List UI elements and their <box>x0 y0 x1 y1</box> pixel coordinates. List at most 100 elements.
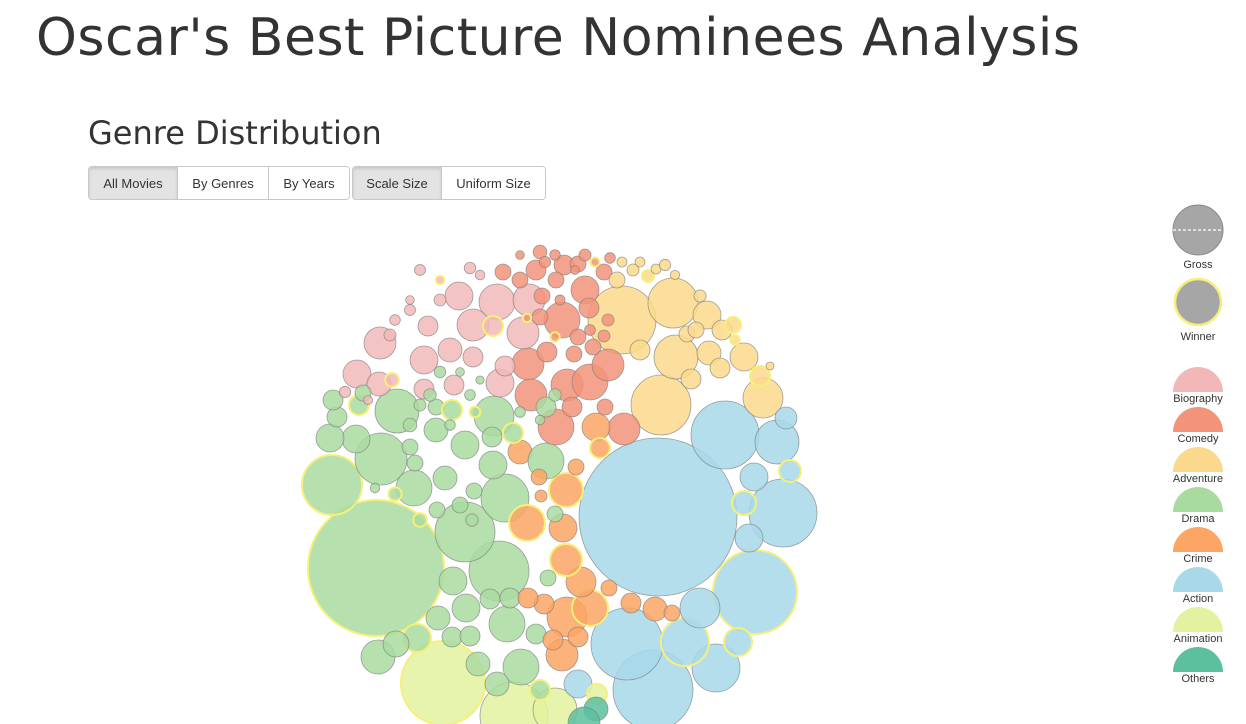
movie-bubble-action[interactable] <box>723 627 753 657</box>
movie-bubble-comedy[interactable] <box>536 341 558 363</box>
movie-bubble-comedy[interactable] <box>549 249 561 261</box>
movie-bubble-drama[interactable] <box>465 513 479 527</box>
movie-bubble-drama[interactable] <box>465 482 483 500</box>
movie-bubble-drama[interactable] <box>438 566 468 596</box>
movie-bubble-action[interactable] <box>774 406 798 430</box>
movie-bubble-comedy[interactable] <box>521 312 533 324</box>
movie-bubble-biography[interactable] <box>389 314 401 326</box>
movie-bubble-biography[interactable] <box>409 345 439 375</box>
movie-bubble-comedy[interactable] <box>511 271 529 289</box>
movie-bubble-biography[interactable] <box>462 346 484 368</box>
movie-bubble-drama[interactable] <box>428 501 446 519</box>
movie-bubble-biography[interactable] <box>482 315 504 337</box>
movie-bubble-comedy[interactable] <box>533 287 551 305</box>
movie-bubble-biography[interactable] <box>463 261 477 275</box>
movie-bubble-comedy[interactable] <box>589 256 601 268</box>
movie-bubble-comedy[interactable] <box>584 338 602 356</box>
movie-bubble-drama[interactable] <box>326 406 348 428</box>
movie-bubble-comedy[interactable] <box>584 324 596 336</box>
movie-bubble-biography[interactable] <box>363 395 373 405</box>
movie-bubble-drama[interactable] <box>502 648 540 686</box>
movie-bubble-crime[interactable] <box>549 543 583 577</box>
movie-bubble-drama[interactable] <box>475 375 485 385</box>
movie-bubble-biography[interactable] <box>433 293 447 307</box>
movie-bubble-adventure[interactable] <box>729 334 741 346</box>
movie-bubble-comedy[interactable] <box>561 396 583 418</box>
movie-bubble-drama[interactable] <box>444 419 456 431</box>
movie-bubble-drama[interactable] <box>450 430 480 460</box>
movie-bubble-crime[interactable] <box>508 504 546 542</box>
movie-bubble-crime[interactable] <box>642 596 668 622</box>
movie-bubble-biography[interactable] <box>414 264 426 276</box>
movie-bubble-adventure[interactable] <box>765 361 775 371</box>
movie-bubble-drama[interactable] <box>479 588 501 610</box>
movie-bubble-drama[interactable] <box>395 469 433 507</box>
movie-bubble-comedy[interactable] <box>531 308 549 326</box>
movie-bubble-action[interactable] <box>739 462 769 492</box>
movie-bubble-biography[interactable] <box>494 355 516 377</box>
movie-bubble-drama[interactable] <box>432 465 458 491</box>
movie-bubble-crime[interactable] <box>620 592 642 614</box>
movie-bubble-drama[interactable] <box>514 406 526 418</box>
movie-bubble-crime[interactable] <box>600 579 618 597</box>
movie-bubble-drama[interactable] <box>322 389 344 411</box>
all-movies-button[interactable]: All Movies <box>89 167 177 199</box>
movie-bubble-action[interactable] <box>563 669 593 699</box>
movie-bubble-drama[interactable] <box>499 587 521 609</box>
movie-bubble-comedy[interactable] <box>601 313 615 327</box>
movie-bubble-drama[interactable] <box>441 626 463 648</box>
movie-bubble-drama[interactable] <box>534 414 546 426</box>
movie-bubble-drama[interactable] <box>478 450 508 480</box>
movie-bubble-adventure[interactable] <box>647 277 699 329</box>
movie-bubble-action[interactable] <box>731 490 757 516</box>
movie-bubble-comedy[interactable] <box>607 412 641 446</box>
movie-bubble-drama[interactable] <box>535 396 557 418</box>
movie-bubble-action[interactable] <box>578 437 738 597</box>
movie-bubble-drama[interactable] <box>413 398 427 412</box>
movie-bubble-drama[interactable] <box>539 569 557 587</box>
movie-bubble-biography[interactable] <box>404 304 416 316</box>
movie-bubble-biography[interactable] <box>383 328 397 342</box>
movie-bubble-biography[interactable] <box>338 385 352 399</box>
movie-bubble-drama[interactable] <box>468 405 482 419</box>
movie-bubble-drama[interactable] <box>412 512 428 528</box>
movie-bubble-adventure[interactable] <box>692 300 722 330</box>
movie-bubble-comedy[interactable] <box>591 348 625 382</box>
movie-bubble-adventure[interactable] <box>680 368 702 390</box>
movie-bubble-crime[interactable] <box>589 437 611 459</box>
movie-bubble-crime[interactable] <box>567 626 589 648</box>
movie-bubble-crime[interactable] <box>542 629 564 651</box>
movie-bubble-adventure[interactable] <box>630 374 692 436</box>
movie-bubble-comedy[interactable] <box>554 294 566 306</box>
movie-bubble-drama[interactable] <box>315 423 345 453</box>
movie-bubble-drama[interactable] <box>406 454 424 472</box>
movie-bubble-drama[interactable] <box>451 496 469 514</box>
movie-bubble-drama[interactable] <box>455 367 465 377</box>
movie-bubble-comedy[interactable] <box>604 252 616 264</box>
movie-bubble-adventure[interactable] <box>658 258 672 272</box>
movie-bubble-comedy[interactable] <box>565 345 583 363</box>
movie-bubble-drama[interactable] <box>341 424 371 454</box>
by-genres-button[interactable]: By Genres <box>177 167 268 199</box>
movie-bubble-adventure[interactable] <box>729 342 759 372</box>
movie-bubble-adventure[interactable] <box>687 321 705 339</box>
movie-bubble-drama[interactable] <box>488 605 526 643</box>
movie-bubble-action[interactable] <box>679 587 721 629</box>
movie-bubble-crime[interactable] <box>517 587 539 609</box>
movie-bubble-drama[interactable] <box>548 388 562 402</box>
movie-bubble-drama[interactable] <box>423 417 449 443</box>
movie-bubble-action[interactable] <box>712 549 798 635</box>
movie-bubble-comedy[interactable] <box>515 250 525 260</box>
movie-bubble-drama[interactable] <box>301 454 363 516</box>
movie-bubble-biography[interactable] <box>444 281 474 311</box>
movie-bubble-drama[interactable] <box>459 625 481 647</box>
movie-bubble-comedy[interactable] <box>547 271 565 289</box>
movie-bubble-drama[interactable] <box>382 630 410 658</box>
movie-bubble-adventure[interactable] <box>608 271 626 289</box>
movie-bubble-drama[interactable] <box>369 482 381 494</box>
movie-bubble-drama[interactable] <box>464 389 476 401</box>
movie-bubble-drama[interactable] <box>425 605 451 631</box>
movie-bubble-adventure[interactable] <box>693 289 707 303</box>
movie-bubble-comedy[interactable] <box>596 398 614 416</box>
movie-bubble-drama[interactable] <box>441 399 463 421</box>
